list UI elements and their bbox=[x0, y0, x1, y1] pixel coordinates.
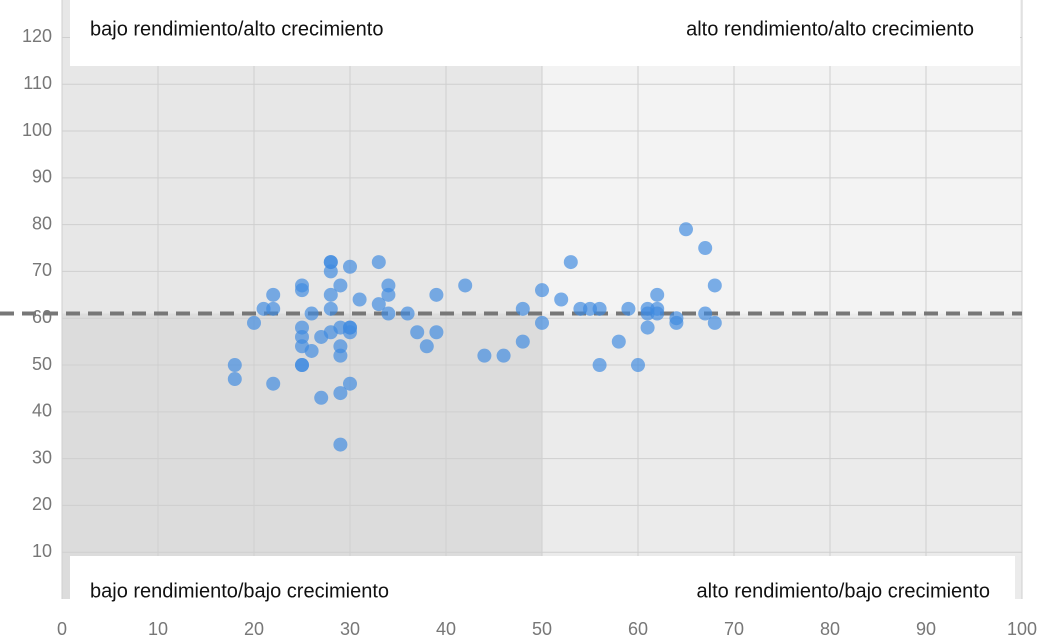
y-tick-label: 20 bbox=[32, 494, 52, 514]
quadrant-label: alto rendimiento/bajo crecimiento bbox=[697, 580, 991, 602]
y-tick-label: 90 bbox=[32, 167, 52, 187]
x-tick-label: 70 bbox=[724, 619, 744, 635]
point bbox=[323, 264, 338, 279]
point bbox=[381, 287, 396, 302]
point bbox=[650, 287, 665, 302]
point bbox=[333, 386, 348, 401]
point bbox=[323, 301, 338, 316]
point bbox=[592, 358, 607, 373]
x-tick-label: 0 bbox=[57, 619, 67, 635]
point bbox=[343, 259, 357, 274]
x-tick-label: 100 bbox=[1007, 619, 1037, 635]
point bbox=[477, 348, 492, 363]
quadrant-label: alto rendimiento/alto crecimiento bbox=[686, 18, 974, 40]
point bbox=[266, 287, 281, 302]
point bbox=[515, 334, 530, 349]
point bbox=[640, 320, 655, 335]
quadrant-bg bbox=[542, 313, 1022, 599]
x-tick-label: 30 bbox=[340, 619, 360, 635]
point bbox=[563, 255, 578, 270]
point bbox=[400, 306, 415, 321]
point bbox=[621, 301, 636, 316]
point bbox=[371, 255, 386, 270]
point bbox=[333, 437, 348, 452]
point bbox=[698, 306, 713, 321]
point bbox=[583, 301, 597, 316]
point bbox=[611, 334, 626, 349]
x-tick-label: 60 bbox=[628, 619, 648, 635]
point bbox=[650, 306, 665, 321]
point bbox=[554, 292, 569, 307]
y-tick-label: 70 bbox=[32, 260, 52, 280]
label-box bbox=[70, 0, 1020, 66]
y-tick-label: 50 bbox=[32, 354, 52, 374]
x-tick-label: 90 bbox=[916, 619, 936, 635]
point bbox=[227, 372, 242, 387]
point bbox=[535, 315, 549, 330]
point bbox=[381, 306, 396, 321]
point bbox=[295, 358, 309, 373]
x-tick-label: 20 bbox=[244, 619, 264, 635]
point bbox=[419, 339, 434, 354]
point bbox=[631, 358, 645, 373]
point bbox=[410, 325, 425, 340]
point bbox=[343, 325, 357, 340]
point bbox=[515, 301, 530, 316]
point bbox=[323, 287, 338, 302]
y-tick-label: 120 bbox=[22, 26, 52, 46]
point bbox=[343, 376, 357, 391]
quadrant-label: bajo rendimiento/alto crecimiento bbox=[90, 18, 384, 40]
y-tick-label: 60 bbox=[32, 307, 52, 327]
y-tick-label: 110 bbox=[23, 73, 52, 93]
point bbox=[535, 283, 549, 298]
y-tick-label: 30 bbox=[32, 447, 52, 467]
y-tick-label: 10 bbox=[32, 541, 52, 561]
x-tick-label: 10 bbox=[148, 619, 168, 635]
point bbox=[698, 241, 713, 256]
y-tick-label: 100 bbox=[22, 120, 52, 140]
y-tick-label: 40 bbox=[32, 401, 52, 421]
point bbox=[304, 343, 319, 358]
x-tick-label: 80 bbox=[820, 619, 840, 635]
point bbox=[669, 315, 684, 330]
point bbox=[266, 301, 281, 316]
point bbox=[314, 390, 329, 405]
point bbox=[266, 376, 281, 391]
point bbox=[429, 325, 444, 340]
x-tick-label: 50 bbox=[532, 619, 552, 635]
x-tick-label: 40 bbox=[436, 619, 456, 635]
point bbox=[256, 301, 271, 316]
point bbox=[333, 278, 348, 293]
point bbox=[227, 358, 242, 373]
quadrant-label: bajo rendimiento/bajo crecimiento bbox=[90, 580, 389, 602]
point bbox=[679, 222, 693, 237]
point bbox=[429, 287, 444, 302]
point bbox=[304, 306, 319, 321]
point bbox=[458, 278, 473, 293]
point bbox=[573, 301, 588, 316]
y-tick-label: 80 bbox=[32, 213, 52, 233]
point bbox=[352, 292, 367, 307]
point bbox=[371, 297, 386, 312]
point bbox=[496, 348, 511, 363]
point bbox=[333, 348, 348, 363]
point bbox=[707, 315, 722, 330]
point bbox=[592, 301, 607, 316]
point bbox=[707, 278, 722, 293]
point bbox=[247, 315, 261, 330]
point bbox=[295, 283, 309, 298]
label-box bbox=[70, 556, 1015, 606]
